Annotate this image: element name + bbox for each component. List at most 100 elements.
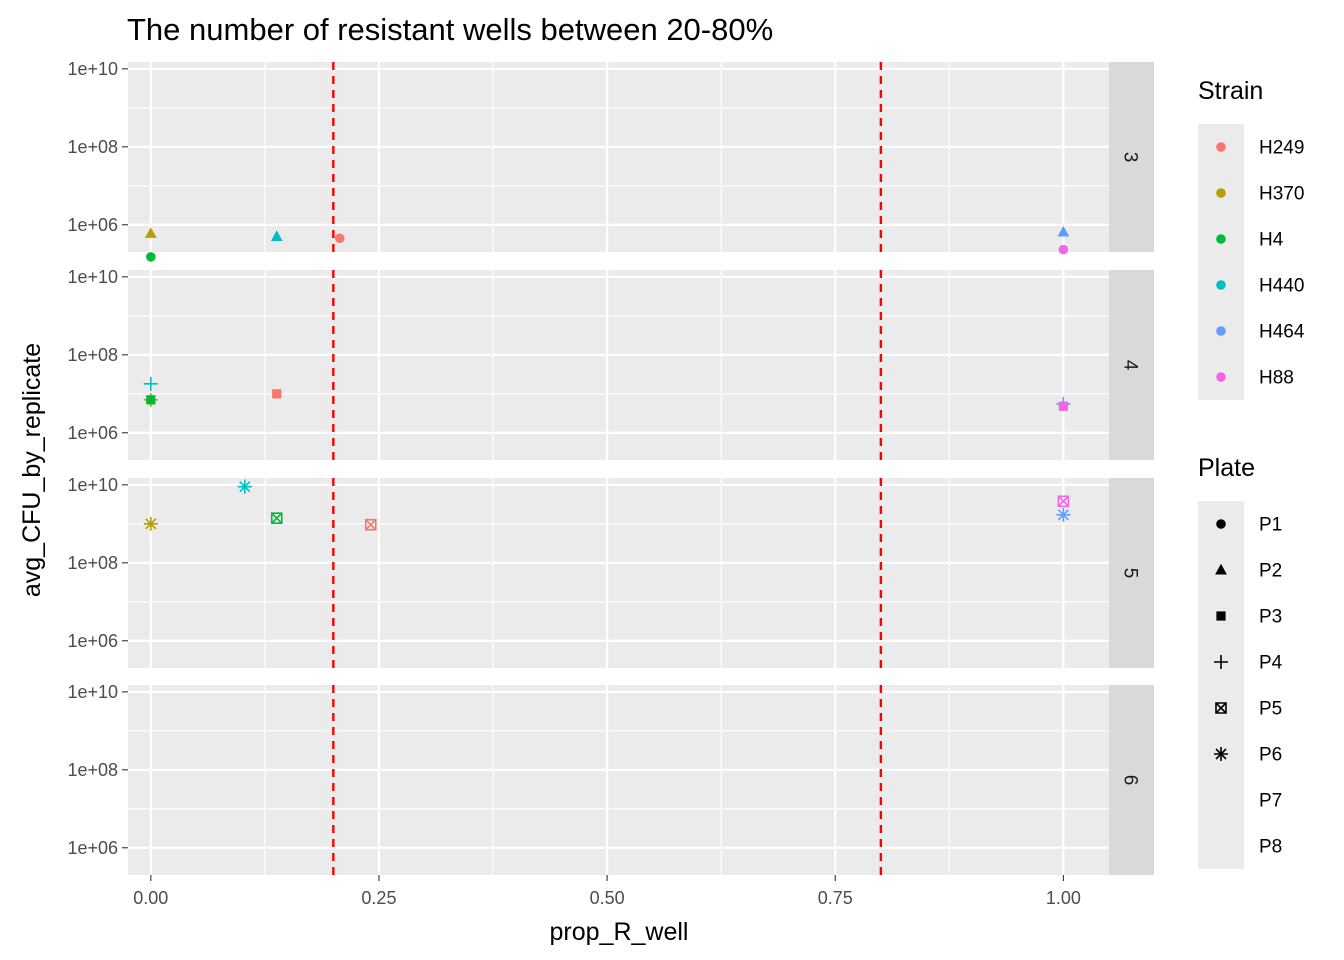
- legend-title: Strain: [1198, 77, 1263, 105]
- data-point: [364, 518, 377, 531]
- facet-strip: [1109, 270, 1154, 460]
- legend-label: P7: [1259, 791, 1282, 812]
- legend-key: [1216, 372, 1226, 382]
- plate-legend: Plate P1 P2 P3 P4 P5 P6 P7 P8: [1198, 454, 1283, 869]
- legend-label: H370: [1259, 184, 1304, 205]
- y-tick-label: 1e+08: [67, 345, 118, 365]
- legend-key: [1214, 655, 1228, 669]
- y-tick-label: 1e+08: [67, 553, 118, 573]
- data-point: [1056, 507, 1071, 522]
- x-tick-label: 0.00: [133, 888, 168, 908]
- legend-item: P8: [1259, 837, 1282, 858]
- y-tick-label: 1e+06: [67, 631, 118, 651]
- legend-key: [1216, 519, 1226, 529]
- legend-label: H249: [1259, 138, 1304, 159]
- data-point: [334, 233, 345, 244]
- panel-background: [128, 478, 1109, 668]
- data-point: [1058, 244, 1069, 255]
- x-tick-label: 0.75: [818, 888, 853, 908]
- legend-item: P1: [1216, 515, 1282, 536]
- y-tick-label: 1e+08: [67, 760, 118, 780]
- legend-item: H4: [1216, 230, 1284, 251]
- data-point: [270, 230, 283, 241]
- legend-key-background: [1198, 124, 1244, 400]
- data-point: [237, 479, 252, 494]
- facet-strip: [1109, 685, 1154, 875]
- x-tick-label: 0.25: [361, 888, 396, 908]
- data-point: [144, 227, 157, 238]
- legend-item: P2: [1215, 561, 1282, 582]
- legend-label: P3: [1259, 607, 1282, 628]
- legend-label: P1: [1259, 515, 1282, 536]
- legend-key: [1216, 280, 1226, 290]
- panel-background: [128, 685, 1109, 875]
- legend-key: [1215, 702, 1227, 714]
- legend-item: H88: [1216, 368, 1294, 389]
- strain-legend: Strain H249 H370 H4 H440 H464 H88: [1198, 77, 1305, 400]
- facet-panel-6: 1e+06 1e+08 1e+10 6: [67, 682, 1154, 875]
- y-tick-label: 1e+06: [67, 838, 118, 858]
- facet-strip-label: 5: [1120, 568, 1141, 579]
- legend-item: P6: [1214, 745, 1282, 766]
- legend-item: P4: [1214, 653, 1283, 674]
- legend-key: [1216, 326, 1226, 336]
- legend-label: P4: [1259, 653, 1283, 674]
- legend-item: H370: [1216, 184, 1304, 205]
- legend-key: [1216, 611, 1226, 621]
- x-tick-label: 0.50: [590, 888, 625, 908]
- y-tick-label: 1e+06: [67, 423, 118, 443]
- legend-title: Plate: [1198, 454, 1255, 482]
- data-point: [143, 376, 158, 391]
- legend-key: [1216, 188, 1226, 198]
- legend-key: [1216, 234, 1226, 244]
- data-point: [143, 516, 158, 531]
- legend-key: [1216, 142, 1226, 152]
- facet-strip-label: 4: [1120, 360, 1141, 371]
- legend-key: [1214, 747, 1228, 761]
- facet-panel-4: 1e+06 1e+08 1e+10 4: [67, 267, 1154, 460]
- x-axis-title: prop_R_well: [550, 918, 689, 946]
- legend-label: H88: [1259, 368, 1294, 389]
- data-point: [1057, 225, 1070, 237]
- legend-label: P2: [1259, 561, 1282, 582]
- panel-background: [128, 270, 1109, 460]
- panel-background: [128, 62, 1109, 252]
- data-point: [1058, 401, 1068, 411]
- facet-strip: [1109, 62, 1154, 252]
- legend-label: H440: [1259, 276, 1304, 297]
- x-axis: 0.00 0.25 0.50 0.75 1.00: [133, 875, 1081, 908]
- facet-strip-label: 6: [1120, 775, 1141, 786]
- legend-item: P5: [1215, 699, 1282, 720]
- chart-title: The number of resistant wells between 20…: [127, 12, 773, 47]
- legend-key-background: [1198, 501, 1244, 869]
- y-tick-label: 1e+08: [67, 137, 118, 157]
- y-tick-label: 1e+10: [67, 267, 118, 287]
- facet-panels: 1e+061e+081e+1031e+061e+081e+1041e+061e+…: [67, 59, 1154, 875]
- x-tick-label: 1.00: [1046, 888, 1081, 908]
- legend-item: H464: [1216, 322, 1305, 343]
- y-tick-label: 1e+10: [67, 682, 118, 702]
- data-point: [272, 389, 282, 399]
- legend-item: P3: [1216, 607, 1282, 628]
- data-point: [270, 512, 283, 524]
- legend-label: P6: [1259, 745, 1282, 766]
- data-point: [146, 395, 156, 405]
- legend-label: P5: [1259, 699, 1282, 720]
- data-point: [1057, 495, 1070, 508]
- facet-panel-3: 1e+06 1e+08 1e+10 3: [67, 59, 1154, 262]
- legend-item: H249: [1216, 138, 1304, 159]
- data-point: [146, 252, 156, 262]
- legend-key: [1215, 563, 1227, 575]
- y-axis-title: avg_CFU_by_replicate: [18, 343, 46, 597]
- legend-label: H464: [1259, 322, 1305, 343]
- facet-panel-5: 1e+06 1e+08 1e+10 5: [67, 475, 1154, 668]
- y-tick-label: 1e+10: [67, 59, 118, 79]
- legend-item: P7: [1259, 791, 1282, 812]
- legend-label: H4: [1259, 230, 1284, 251]
- facet-strip-label: 3: [1120, 152, 1141, 163]
- legend-label: P8: [1259, 837, 1282, 858]
- y-tick-label: 1e+10: [67, 475, 118, 495]
- legend-item: H440: [1216, 276, 1304, 297]
- facet-strip: [1109, 478, 1154, 668]
